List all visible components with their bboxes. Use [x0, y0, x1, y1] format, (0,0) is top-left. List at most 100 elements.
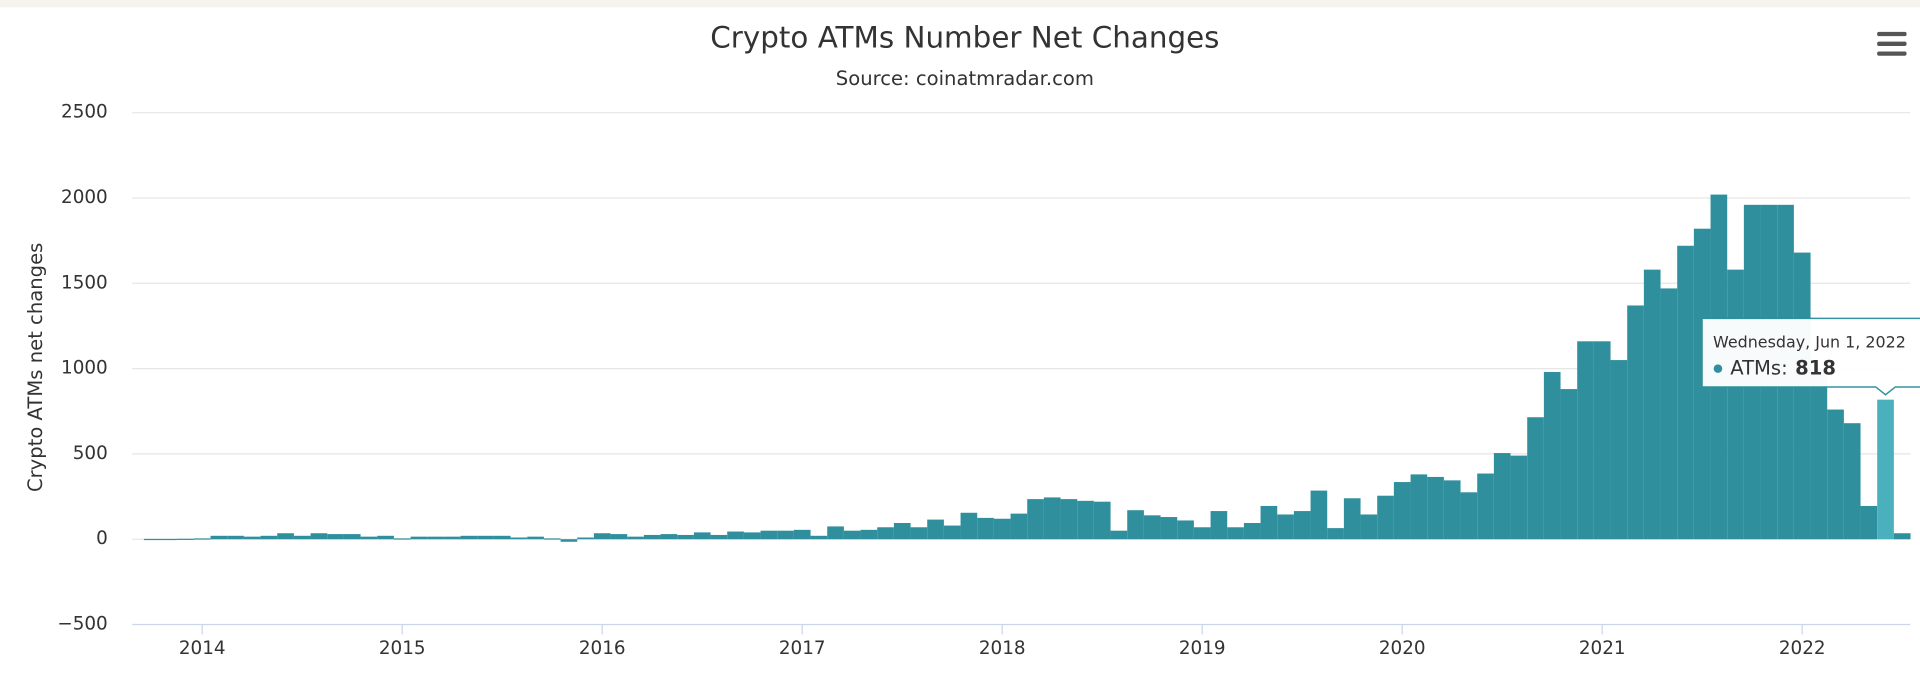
bar: [1327, 528, 1344, 540]
bar: [727, 531, 744, 540]
bar: [693, 532, 711, 540]
bar: [677, 534, 694, 540]
bar: [1593, 341, 1611, 540]
x-tick-label: 2020: [1379, 638, 1426, 659]
bar: [427, 536, 444, 540]
bar: [1510, 455, 1528, 540]
bar: [410, 536, 428, 540]
bar: [177, 538, 194, 540]
bar: [993, 518, 1011, 540]
bar: [343, 534, 361, 540]
x-tick-label: 2014: [179, 638, 226, 659]
x-tick-label: 2019: [1179, 638, 1226, 659]
bar: [1427, 476, 1444, 540]
y-tick-label: 1500: [61, 272, 108, 293]
bar: [1893, 533, 1911, 540]
x-tick-label: 2017: [779, 638, 826, 659]
bar: [743, 532, 761, 540]
bar: [1343, 498, 1361, 540]
bar: [1193, 527, 1211, 540]
bar: [893, 523, 911, 540]
bar: [1827, 409, 1844, 540]
bar: [1077, 500, 1094, 540]
bar: [610, 534, 628, 540]
bar: [527, 536, 544, 540]
bar: [1210, 511, 1228, 540]
bar: [1310, 490, 1328, 540]
bar: [1127, 510, 1144, 540]
bar: [260, 535, 278, 540]
bar: [1577, 341, 1594, 540]
bar: [1227, 527, 1244, 540]
x-tick-label: 2018: [979, 638, 1026, 659]
bar: [1843, 423, 1861, 540]
bar: [1643, 269, 1661, 540]
bar: [1877, 399, 1894, 540]
bar: [577, 537, 594, 540]
bar: [1543, 372, 1561, 540]
x-tick-label: 2015: [379, 638, 426, 659]
bar: [327, 534, 344, 540]
bar: [927, 519, 944, 540]
bar: [1260, 505, 1278, 540]
bar: [1860, 505, 1878, 540]
bar: [643, 534, 661, 540]
bar: [793, 529, 811, 540]
bar: [977, 517, 994, 540]
bar: [227, 535, 244, 540]
bar: [560, 539, 578, 542]
bar: [1810, 368, 1828, 540]
bar: [1443, 480, 1461, 540]
bar: [777, 530, 794, 540]
top-strip: [0, 0, 1920, 8]
tooltip-series: ATMs:: [1730, 356, 1788, 379]
x-tick-label: 2021: [1579, 638, 1626, 659]
bar: [393, 538, 411, 540]
bar: [1477, 473, 1494, 540]
bar: [1727, 269, 1744, 540]
tooltip-label: ATMs: 818: [1730, 356, 1836, 379]
bar: [943, 525, 961, 540]
bar: [460, 535, 478, 540]
bar: [1527, 417, 1544, 540]
bar: [277, 533, 294, 540]
bar: [510, 537, 528, 540]
bar: [210, 535, 228, 540]
bar: [1277, 514, 1294, 540]
bar: [710, 534, 728, 540]
bar: [1293, 511, 1311, 540]
bar: [1560, 389, 1578, 540]
bar: [1360, 514, 1378, 540]
bar: [543, 538, 561, 540]
menu-button[interactable]: [1877, 31, 1907, 56]
y-tick-label: 2500: [61, 102, 108, 123]
bar: [1660, 288, 1678, 540]
bar: [360, 536, 378, 540]
tooltip-header: Wednesday, Jun 1, 2022: [1713, 332, 1906, 351]
chart-title: Crypto ATMs Number Net Changes: [710, 21, 1219, 55]
bar: [810, 535, 828, 540]
bar: [1493, 453, 1511, 540]
bar: [1393, 482, 1411, 540]
bar: [1460, 492, 1478, 540]
bar: [1377, 495, 1394, 540]
bar: [627, 536, 644, 540]
bar: [593, 533, 611, 540]
bar: [1143, 515, 1161, 540]
bar: [293, 535, 311, 540]
bar: [860, 529, 878, 540]
y-tick-label: 1000: [61, 358, 108, 379]
bar: [960, 512, 978, 540]
bar: [1177, 520, 1194, 540]
bar: [143, 538, 161, 541]
bar: [377, 535, 394, 540]
bar: [1610, 360, 1628, 540]
y-tick-label: 0: [96, 528, 108, 549]
bar: [877, 527, 894, 540]
y-tick-label: 500: [73, 443, 108, 464]
bar: [910, 527, 928, 540]
tooltip-marker: [1713, 364, 1723, 373]
tooltip-value: 818: [1795, 356, 1836, 379]
